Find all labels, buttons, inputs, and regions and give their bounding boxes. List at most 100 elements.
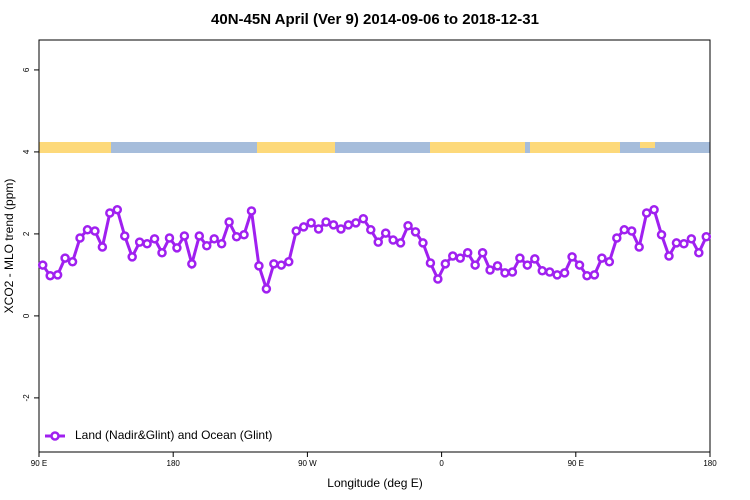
data-point <box>440 259 451 269</box>
data-point <box>544 267 555 277</box>
data-point <box>261 284 272 294</box>
data-point <box>336 224 346 234</box>
data-point <box>37 260 48 270</box>
data-point <box>194 231 205 241</box>
data-point <box>366 225 376 235</box>
data-point <box>246 206 257 216</box>
data-point <box>127 252 137 262</box>
data-point <box>485 265 495 275</box>
legend-label: Land (Nadir&Glint) and Ocean (Glint) <box>75 428 272 442</box>
data-point <box>142 238 152 249</box>
data-point <box>664 251 674 261</box>
data-point <box>626 226 637 236</box>
data-point <box>656 229 667 240</box>
data-point <box>172 243 182 253</box>
data-point <box>649 204 659 215</box>
data-point <box>694 248 704 258</box>
data-point <box>202 241 212 251</box>
data-point <box>425 258 436 268</box>
data-point <box>462 248 473 258</box>
data-point <box>97 242 108 252</box>
data-point <box>403 220 413 231</box>
data-point <box>582 270 592 281</box>
data-point <box>686 234 697 244</box>
data-point <box>328 220 339 230</box>
data-point <box>701 232 712 242</box>
data-point <box>75 233 85 243</box>
data-point <box>470 260 480 270</box>
data-point <box>604 257 615 267</box>
ocean-band <box>39 142 710 153</box>
data-point <box>448 251 458 261</box>
data-point <box>373 237 383 247</box>
data-point <box>477 248 488 258</box>
x-tick-label: 90 W <box>298 459 317 468</box>
data-point <box>597 253 607 263</box>
y-tick-label: 4 <box>22 149 31 154</box>
y-tick-label: 6 <box>22 67 31 72</box>
data-point <box>679 238 689 249</box>
land-ocean-strip <box>39 142 710 153</box>
y-tick-label: 0 <box>22 313 31 318</box>
data-point <box>410 227 421 237</box>
data-point <box>164 233 175 243</box>
data-point <box>552 270 562 280</box>
data-point <box>612 233 622 243</box>
data-point <box>343 220 354 230</box>
data-point <box>67 257 78 267</box>
data-point <box>395 238 406 248</box>
data-point <box>239 229 249 240</box>
data-point <box>82 225 93 235</box>
data-point <box>418 238 428 248</box>
data-point <box>380 228 391 238</box>
data-point <box>522 260 533 270</box>
land-band <box>640 142 655 148</box>
data-point <box>224 217 234 227</box>
data-point <box>574 260 585 270</box>
data-point <box>112 204 123 215</box>
data-point <box>358 213 369 224</box>
x-tick-label: 180 <box>703 459 717 468</box>
data-point <box>500 268 510 278</box>
data-point <box>589 270 600 280</box>
x-tick-label: 180 <box>167 459 181 468</box>
data-point <box>492 261 503 271</box>
land-band <box>430 142 525 153</box>
data-point <box>254 261 264 271</box>
x-tick-label: 90 E <box>568 459 584 468</box>
data-point <box>641 208 652 218</box>
data-point <box>634 242 644 252</box>
land-band <box>530 142 620 153</box>
data-point <box>530 254 540 264</box>
data-point <box>216 238 227 249</box>
data-point <box>209 234 219 244</box>
data-point <box>321 217 331 227</box>
data-point <box>433 274 443 284</box>
data-point <box>291 226 301 236</box>
data-point <box>306 218 316 228</box>
data-point <box>388 235 398 245</box>
data-point <box>455 253 465 263</box>
x-tick-label: 0 <box>439 459 444 468</box>
data-point <box>351 218 361 228</box>
y-axis-title: XCO2 - MLO trend (ppm) <box>2 179 16 314</box>
y-tick-label: -2 <box>22 394 31 402</box>
land-band <box>257 142 335 153</box>
chart-title: 40N-45N April (Ver 9) 2014-09-06 to 2018… <box>211 11 539 28</box>
data-point <box>507 267 518 277</box>
land-band <box>39 142 111 153</box>
data-point <box>298 222 309 232</box>
data-point <box>119 231 130 241</box>
data-point <box>134 237 145 247</box>
data-point <box>231 232 242 242</box>
data-point <box>671 238 682 248</box>
data-point <box>45 270 55 281</box>
data-point <box>187 259 197 269</box>
x-tick-label: 90 E <box>31 459 47 468</box>
data-point <box>284 257 294 267</box>
legend-marker <box>50 431 60 441</box>
data-point <box>567 252 577 262</box>
y-tick-label: 2 <box>22 231 31 236</box>
